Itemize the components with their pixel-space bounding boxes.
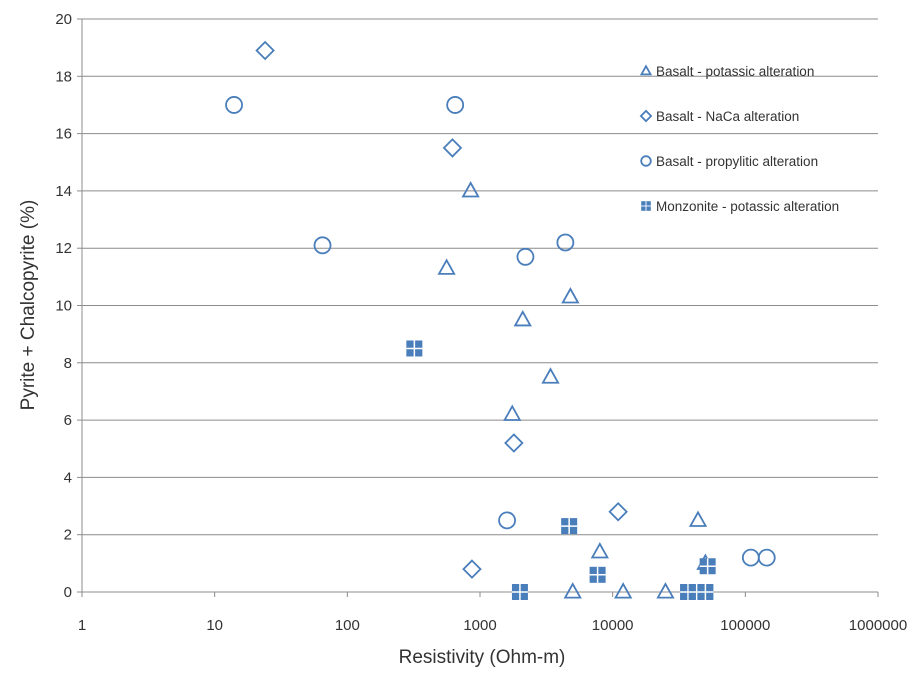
x-tick-label: 10 [206,617,223,634]
legend-entry: Basalt - NaCa alteration [639,109,799,124]
point-basalt-potassic-alteration [656,582,675,599]
y-tick-label: 18 [55,68,72,85]
point-basalt-propylitic-alteration [556,233,575,252]
point-basalt-potassic-alteration [614,582,633,599]
point-monzonite-potassic-alteration [699,558,716,575]
point-basalt-potassic-alteration [461,181,480,198]
point-basalt-naca-alteration [442,138,463,158]
point-basalt-potassic-alteration [590,542,609,559]
data-points [225,40,776,600]
legend-label: Basalt - NaCa alteration [656,109,799,124]
gridlines [82,18,878,536]
y-tick-labels: 0 2 4 6 8 10 12 14 16 18 20 [55,11,72,601]
legend: Basalt - potassic alteration Basalt - NaC… [639,64,839,214]
x-tick-label: 100000 [720,617,770,634]
legend-entry: Basalt - propylitic alteration [640,154,818,169]
x-axis-title: Resistivity (Ohm-m) [399,647,566,668]
point-basalt-propylitic-alteration [225,96,243,114]
y-tick-label: 10 [55,298,72,315]
y-axis-title: Pyrite + Chalcopyrite (%) [18,200,39,411]
y-tick-label: 6 [64,412,72,429]
legend-label: Monzonite - potassic alteration [656,199,839,214]
y-tick-label: 8 [64,355,72,372]
x-tick-label: 1000 [463,617,496,634]
legend-entry: Basalt - potassic alteration [639,64,814,79]
point-basalt-potassic-alteration [563,582,582,599]
point-monzonite-potassic-alteration [406,340,423,357]
point-basalt-propylitic-alteration [498,511,516,530]
y-tick-label: 20 [55,11,72,28]
y-tick-label: 16 [55,126,72,143]
point-basalt-potassic-alteration [688,510,708,527]
point-basalt-potassic-alteration [513,309,532,327]
point-basalt-naca-alteration [504,433,524,453]
y-tick-label: 14 [55,183,72,200]
legend-marker-basalt-naca-alteration [639,109,653,123]
point-basalt-propylitic-alteration [313,236,332,255]
point-basalt-naca-alteration [255,40,275,61]
x-tick-label: 1000000 [849,617,907,634]
point-monzonite-potassic-alteration [511,584,528,600]
x-tick-label: 10000 [592,617,634,634]
axes [77,18,879,597]
point-monzonite-potassic-alteration [561,518,578,535]
legend-marker-basalt-propylitic-alteration [640,155,652,167]
y-tick-label: 2 [64,527,72,544]
x-tick-label: 100 [335,617,360,634]
legend-label: Basalt - potassic alteration [656,64,814,79]
point-basalt-propylitic-alteration [757,548,776,567]
legend-marker-basalt-potassic-alteration [639,64,653,76]
point-basalt-potassic-alteration [503,404,522,421]
point-basalt-potassic-alteration [561,287,580,304]
point-basalt-naca-alteration [608,502,628,522]
legend-entry: Monzonite - potassic alteration [641,199,839,214]
point-basalt-propylitic-alteration [516,247,535,266]
x-tick-label: 1 [78,617,86,634]
y-tick-label: 4 [64,469,72,486]
legend-label: Basalt - propylitic alteration [656,154,818,169]
point-basalt-potassic-alteration [437,258,456,275]
y-tick-label: 12 [55,240,72,257]
point-basalt-propylitic-alteration [446,96,465,114]
point-monzonite-potassic-alteration [697,584,714,600]
point-monzonite-potassic-alteration [589,566,606,583]
point-basalt-potassic-alteration [541,367,560,384]
y-tick-label: 0 [64,584,72,601]
point-basalt-naca-alteration [462,559,482,579]
legend-marker-monzonite-potassic-alteration [641,201,651,211]
point-basalt-propylitic-alteration [741,548,760,567]
x-tick-labels: 1 10 100 1000 10000 100000 1000000 [78,617,907,634]
